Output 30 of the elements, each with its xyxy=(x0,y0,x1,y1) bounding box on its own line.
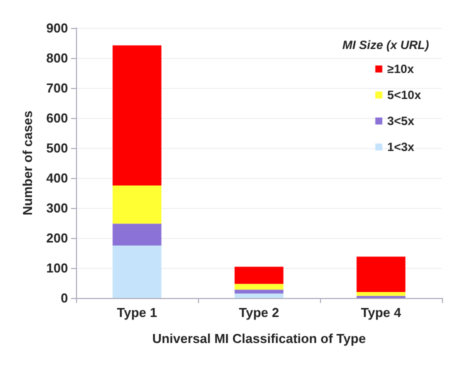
legend-label: 1<3x xyxy=(387,140,415,154)
legend-label: 3<5x xyxy=(387,114,415,128)
y-tick-label: 500 xyxy=(46,140,68,156)
bar xyxy=(234,284,284,290)
y-axis-title: Number of cases xyxy=(20,110,35,216)
x-tick-label: Type 4 xyxy=(360,305,402,320)
bar xyxy=(112,224,162,246)
bar xyxy=(234,266,284,284)
y-tick-label: 300 xyxy=(46,200,68,216)
y-tick-label: 100 xyxy=(46,260,68,276)
y-tick-label: 900 xyxy=(46,20,68,36)
bar xyxy=(112,186,162,224)
bar xyxy=(112,45,162,186)
y-tick-label: 600 xyxy=(46,110,68,126)
y-tick-label: 400 xyxy=(46,170,68,186)
y-tick-label: 0 xyxy=(60,290,68,306)
legend-title: MI Size (x URL) xyxy=(342,38,430,52)
y-tick-label: 800 xyxy=(46,50,68,66)
bar xyxy=(356,292,406,296)
y-tick-label: 700 xyxy=(46,80,68,96)
y-tick-label: 200 xyxy=(46,230,68,246)
x-tick-label: Type 2 xyxy=(238,305,280,320)
x-tick-label: Type 1 xyxy=(116,305,158,320)
bar xyxy=(356,256,406,292)
legend-label: 5<10x xyxy=(387,88,422,102)
bar xyxy=(234,290,284,294)
bar xyxy=(234,294,284,298)
bar xyxy=(112,246,162,298)
legend-label: ≥10x xyxy=(387,62,414,76)
x-axis-title: Universal MI Classification of Type xyxy=(152,331,366,346)
